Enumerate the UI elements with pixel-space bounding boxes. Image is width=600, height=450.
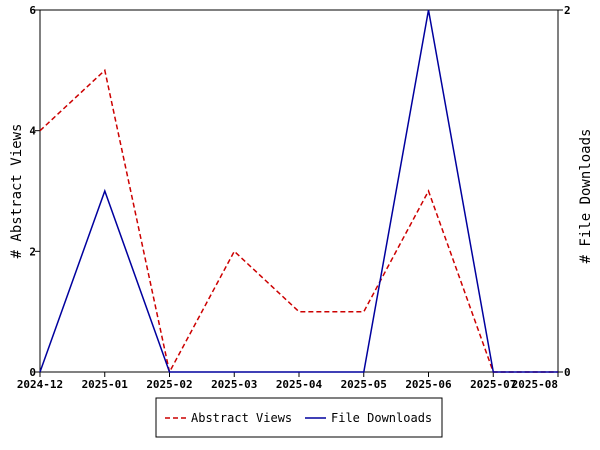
right-tick-label: 2: [564, 4, 571, 17]
x-axis-ticks: 2024-12 2025-01 2025-02 2025-03 2025-04 2025-…: [17, 372, 559, 391]
right-axis-ticks: 02: [558, 4, 571, 379]
legend-label-abstract-views: Abstract Views: [191, 411, 292, 425]
left-tick-label: 2: [29, 245, 36, 258]
series-line-file-downloads: [39, 9, 558, 373]
x-tick-label: 2024-12: [17, 378, 63, 391]
y-axis-right-title: # File Downloads: [578, 129, 594, 264]
series-layer: [39, 9, 558, 375]
legend-box: [155, 397, 443, 438]
y-axis-left-title: # Abstract Views: [9, 124, 25, 259]
left-tick-label: 4: [29, 125, 36, 138]
x-tick-label: 2025-04: [276, 378, 323, 391]
series-line-abstract-views: [39, 68, 558, 375]
legend-label-file-downloads: File Downloads: [331, 411, 432, 425]
x-tick-label: 2025-07: [470, 378, 516, 391]
x-tick-label: 2025-02: [146, 378, 192, 391]
x-tick-label: 2025-03: [211, 378, 257, 391]
x-tick-label: 2025-06: [405, 378, 452, 391]
left-axis-ticks: 0 2 4 6: [29, 4, 40, 379]
left-tick-label: 6: [29, 4, 36, 17]
x-tick-label: 2025-05: [341, 378, 387, 391]
x-tick-label: 2025-01: [82, 378, 129, 391]
right-tick-label: 0: [564, 366, 571, 379]
left-tick-label: 0: [29, 366, 36, 379]
plot-area: [39, 9, 559, 373]
x-tick-label: 2025-08: [512, 378, 558, 391]
legend: Abstract Views File Downloads: [155, 397, 443, 438]
